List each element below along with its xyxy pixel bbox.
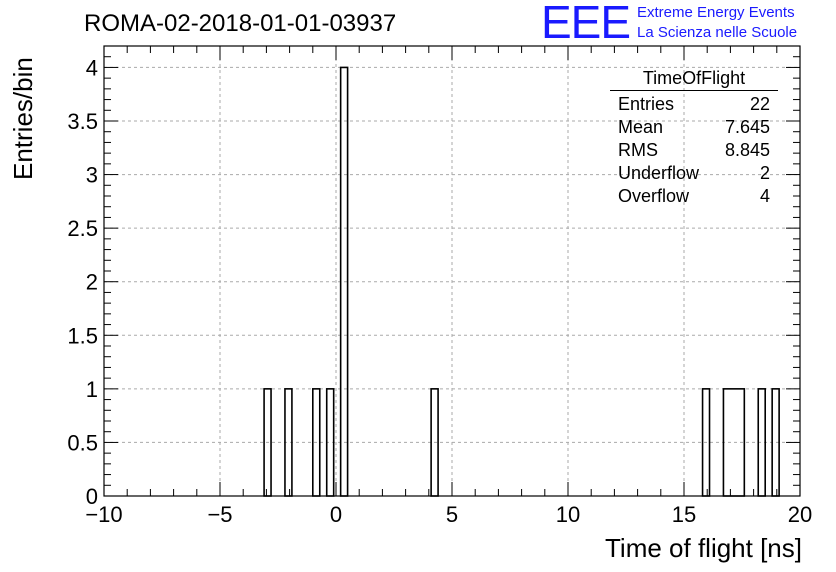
x-tick-label: −10 (85, 502, 122, 527)
grid-lines (104, 46, 800, 496)
logo-line-2: La Scienza nelle Scuole (637, 24, 798, 41)
y-axis-label: Entries/bin (8, 57, 38, 180)
stats-row: Mean 7.645 (610, 116, 778, 139)
stats-row: Entries 22 (610, 93, 778, 116)
stats-box-title: TimeOfFlight (610, 68, 778, 91)
stats-label: Overflow (618, 186, 690, 206)
eee-logo: EEE (541, 0, 631, 48)
run-title: ROMA-02-2018-01-01-03937 (84, 10, 397, 37)
tick-labels: −10 −5 0 5 10 15 20 0 0.5 1 1.5 2 2.5 3 3.5 4 (67, 55, 812, 527)
axis-ticks (103, 45, 801, 497)
y-tick-label: 4 (86, 55, 98, 80)
stats-row: RMS 8.845 (610, 139, 778, 162)
y-tick-label: 1.5 (67, 323, 98, 348)
stats-row: Overflow 4 (610, 185, 778, 208)
stats-value: 4 (759, 186, 770, 206)
stats-label: Underflow (618, 163, 700, 183)
y-tick-label: 3 (86, 163, 98, 188)
stats-value: 8.845 (724, 140, 770, 160)
x-axis-label: Time of flight [ns] (605, 533, 802, 563)
stats-value: 7.645 (724, 117, 770, 137)
stats-box: TimeOfFlight Entries 22 Mean 7.645 RMS 8… (610, 68, 778, 208)
stats-label: RMS (618, 140, 658, 160)
y-tick-label: 2 (86, 270, 98, 295)
y-tick-label: 0 (86, 484, 98, 509)
x-tick-label: 20 (788, 502, 812, 527)
stats-label: Entries (618, 94, 675, 114)
stats-row: Underflow 2 (610, 162, 778, 185)
x-tick-label: −5 (207, 502, 232, 527)
y-tick-label: 2.5 (67, 216, 98, 241)
y-tick-label: 3.5 (67, 109, 98, 134)
logo-line-1: Extreme Energy Events (637, 4, 795, 21)
x-tick-label: 10 (556, 502, 580, 527)
stats-value: 22 (749, 94, 770, 114)
stats-label: Mean (618, 117, 664, 137)
y-tick-label: 0.5 (67, 430, 98, 455)
x-tick-label: 0 (330, 502, 342, 527)
x-tick-label: 15 (672, 502, 696, 527)
x-tick-label: 5 (446, 502, 458, 527)
stats-value: 2 (759, 163, 770, 183)
y-tick-label: 1 (86, 377, 98, 402)
